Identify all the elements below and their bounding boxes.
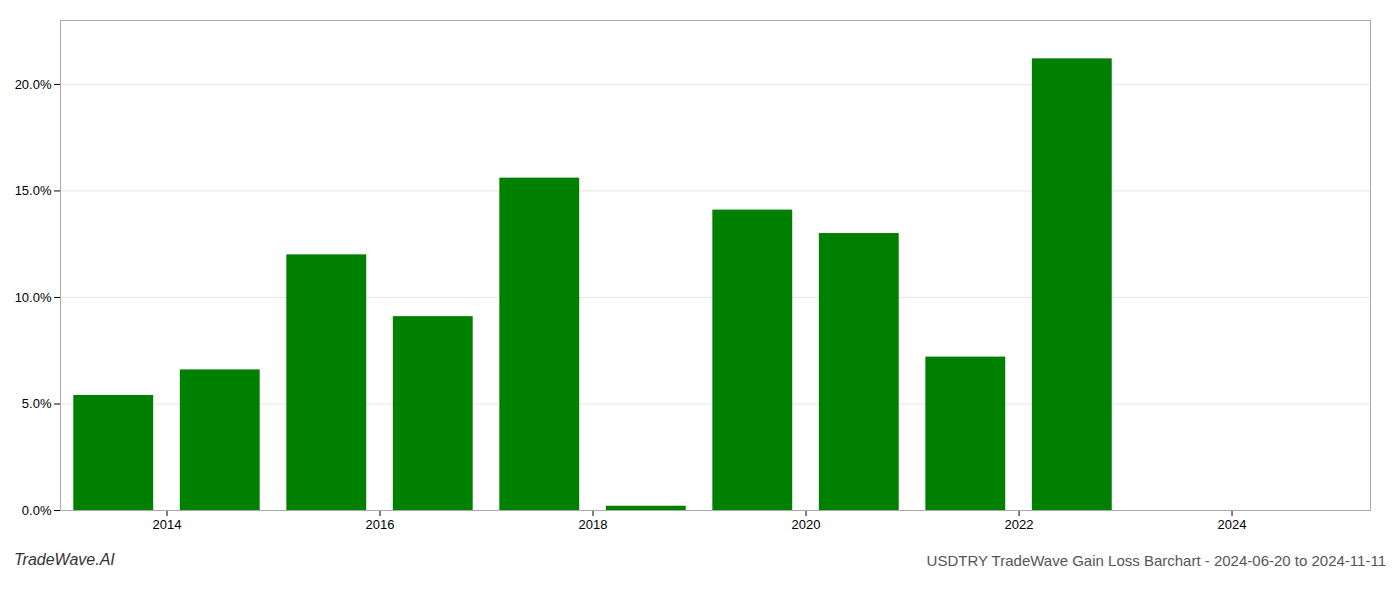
- svg-text:5.0%: 5.0%: [22, 396, 52, 411]
- svg-text:2020: 2020: [792, 517, 821, 532]
- svg-text:2016: 2016: [366, 517, 395, 532]
- svg-text:10.0%: 10.0%: [15, 290, 52, 305]
- svg-text:2014: 2014: [153, 517, 182, 532]
- svg-text:2022: 2022: [1005, 517, 1034, 532]
- svg-text:2018: 2018: [579, 517, 608, 532]
- html-text:TradeWave.AI: TradeWave.AI: [14, 551, 115, 568]
- svg-text:20.0%: 20.0%: [15, 77, 52, 92]
- html-text:USDTRY TradeWave Gain Loss Bar: USDTRY TradeWave Gain Loss Barchart - 20…: [926, 552, 1386, 569]
- svg-text:2024: 2024: [1218, 517, 1247, 532]
- svg-text:0.0%: 0.0%: [22, 503, 52, 518]
- svg-text:15.0%: 15.0%: [15, 183, 52, 198]
